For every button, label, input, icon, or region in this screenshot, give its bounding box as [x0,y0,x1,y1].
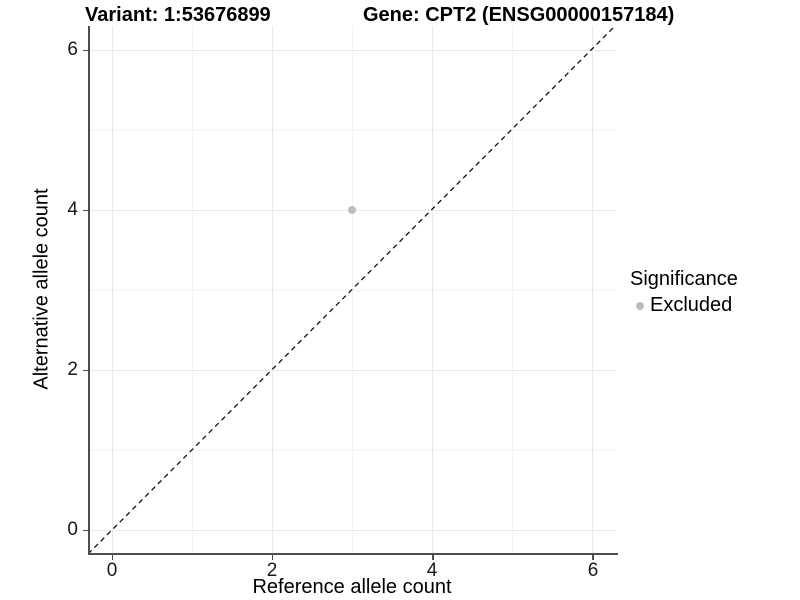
data-point-excluded [347,206,356,214]
x-tick-label-0: 0 [106,560,118,581]
y-axis-line [88,26,90,555]
legend-entry-label: Excluded [650,294,733,316]
x-tick-4 [432,555,434,560]
excluded-point-icon [636,301,644,310]
gridline-minor-x-3 [351,26,353,553]
y-tick-0 [83,529,88,531]
gridline-major-y-2 [88,370,616,371]
x-axis-line [88,553,618,555]
y-tick-label-4: 4 [67,199,78,220]
gridline-major-x-0 [111,26,113,553]
identity-line [88,26,616,553]
x-axis-title: Reference allele count [252,576,452,598]
gridline-major-x-2 [271,26,273,553]
x-tick-2 [271,555,274,560]
gridline-major-x-4 [432,26,434,553]
gridline-minor-y-1 [88,450,616,451]
gridline-minor-x-1 [191,26,193,553]
plot-panel [88,26,616,553]
y-tick-label-6: 6 [67,39,78,60]
gridline-major-y-6 [88,50,616,51]
x-tick-6 [592,555,594,560]
gridline-major-y-0 [88,530,616,531]
y-axis-title: Alternative allele count [30,188,53,390]
gridline-major-x-6 [592,26,594,553]
y-tick-4 [83,209,88,211]
y-tick-label-0: 0 [67,519,78,540]
legend-entry-excluded: Excluded [630,294,738,317]
legend: Significance Excluded [630,268,738,317]
y-tick-6 [83,49,88,51]
x-tick-label-2: 2 [266,560,278,581]
x-tick-0 [111,555,113,560]
y-tick-2 [83,369,88,371]
x-tick-label-4: 4 [426,560,438,581]
x-tick-label-6: 6 [587,560,599,581]
plot-title-variant: Variant: 1:53676899 [85,4,271,26]
gridline-minor-x-5 [512,26,514,553]
plot-title-gene: Gene: CPT2 (ENSG00000157184) [363,4,675,26]
legend-title: Significance [630,268,738,290]
y-tick-label-2: 2 [67,359,78,380]
